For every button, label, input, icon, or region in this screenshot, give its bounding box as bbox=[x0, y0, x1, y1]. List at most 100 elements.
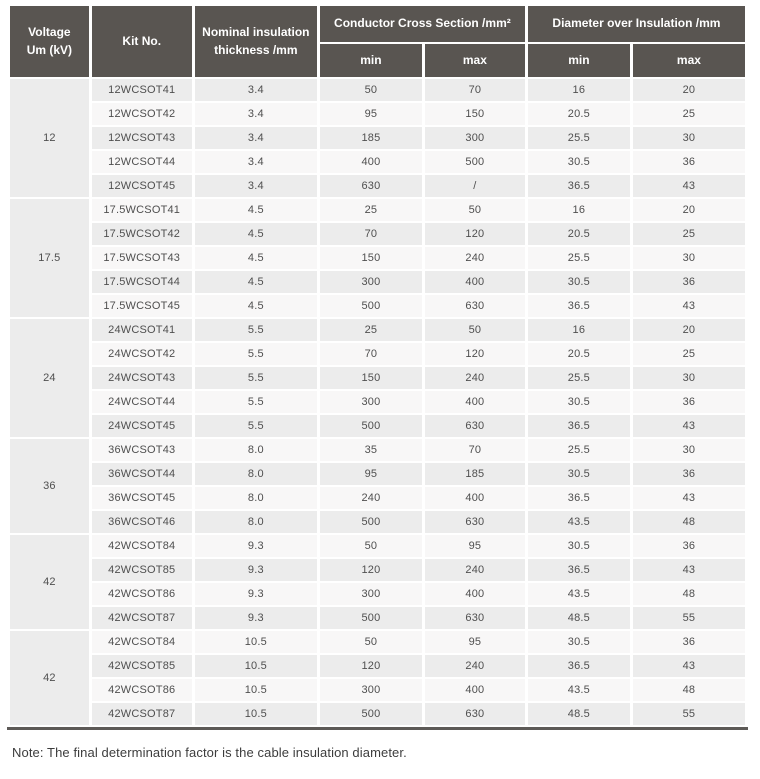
table-row: 24 24WCSOT41 5.5 25 50 16 20 bbox=[10, 319, 745, 437]
dia-min-cell: 20.5 bbox=[527, 343, 630, 365]
ccs-max-cell: 95 bbox=[424, 535, 525, 557]
table-row: 12 12WCSOT41 3.4 50 70 16 20 bbox=[10, 79, 745, 197]
table-header: Voltage Um (kV) Kit No. Nominal insulati… bbox=[10, 6, 745, 77]
kit-no-cell: 36WCSOT45 bbox=[91, 487, 192, 509]
ccs-max-cell: 400 bbox=[424, 391, 525, 413]
kit-no-cell: 42WCSOT84 bbox=[91, 631, 192, 653]
kit-no-cell: 12WCSOT44 bbox=[91, 151, 192, 173]
dia-max-cell: 43 bbox=[632, 559, 745, 581]
kit-no-cell: 12WCSOT42 bbox=[91, 103, 192, 125]
thickness-cell: 10.5 bbox=[194, 631, 317, 653]
table-row: 12WCSOT43 3.4 185 300 25.5 30 bbox=[10, 127, 745, 149]
ccs-max-cell: 630 bbox=[424, 415, 525, 437]
dia-min-cell: 25.5 bbox=[527, 127, 630, 149]
thickness-cell: 4.5 bbox=[194, 271, 317, 293]
table-row: 24WCSOT44 5.5 300 400 30.5 36 bbox=[10, 391, 745, 413]
voltage-group-cell: 36 bbox=[10, 439, 89, 533]
ccs-max-cell: 50 bbox=[424, 199, 525, 221]
dia-min-cell: 43.5 bbox=[527, 583, 630, 605]
table-row: 12WCSOT44 3.4 400 500 30.5 36 bbox=[10, 151, 745, 173]
ccs-min-cell: 185 bbox=[319, 127, 422, 149]
thickness-cell: 8.0 bbox=[194, 511, 317, 533]
ccs-max-cell: 50 bbox=[424, 319, 525, 341]
ccs-max-cell: 630 bbox=[424, 703, 525, 725]
voltage-group-cell: 24 bbox=[10, 319, 89, 437]
table-row: 12WCSOT42 3.4 95 150 20.5 25 bbox=[10, 103, 745, 125]
table-row: 17.5WCSOT43 4.5 150 240 25.5 30 bbox=[10, 247, 745, 269]
ccs-min-cell: 150 bbox=[319, 367, 422, 389]
header-nominal-thickness: Nominal insulation thickness /mm bbox=[194, 6, 317, 77]
dia-max-cell: 36 bbox=[632, 391, 745, 413]
ccs-min-cell: 500 bbox=[319, 295, 422, 317]
dia-max-cell: 25 bbox=[632, 343, 745, 365]
ccs-max-cell: 70 bbox=[424, 439, 525, 461]
dia-min-cell: 25.5 bbox=[527, 247, 630, 269]
table-row: 17.5WCSOT45 4.5 500 630 36.5 43 bbox=[10, 295, 745, 317]
ccs-min-cell: 50 bbox=[319, 631, 422, 653]
header-kit-no: Kit No. bbox=[91, 6, 192, 77]
kit-no-cell: 17.5WCSOT42 bbox=[91, 223, 192, 245]
thickness-cell: 3.4 bbox=[194, 127, 317, 149]
thickness-cell: 3.4 bbox=[194, 79, 317, 101]
dia-max-cell: 36 bbox=[632, 535, 745, 557]
ccs-min-cell: 300 bbox=[319, 391, 422, 413]
ccs-min-cell: 35 bbox=[319, 439, 422, 461]
ccs-max-cell: 120 bbox=[424, 223, 525, 245]
thickness-cell: 9.3 bbox=[194, 583, 317, 605]
header-ccs-min: min bbox=[319, 44, 422, 77]
ccs-max-cell: 630 bbox=[424, 511, 525, 533]
kit-no-cell: 42WCSOT85 bbox=[91, 655, 192, 677]
dia-max-cell: 36 bbox=[632, 463, 745, 485]
thickness-cell: 3.4 bbox=[194, 151, 317, 173]
ccs-min-cell: 95 bbox=[319, 103, 422, 125]
thickness-cell: 8.0 bbox=[194, 439, 317, 461]
thickness-cell: 5.5 bbox=[194, 343, 317, 365]
thickness-cell: 9.3 bbox=[194, 535, 317, 557]
thickness-cell: 9.3 bbox=[194, 607, 317, 629]
dia-max-cell: 55 bbox=[632, 607, 745, 629]
table-row: 17.5WCSOT42 4.5 70 120 20.5 25 bbox=[10, 223, 745, 245]
ccs-max-cell: 630 bbox=[424, 295, 525, 317]
dia-min-cell: 36.5 bbox=[527, 295, 630, 317]
dia-min-cell: 43.5 bbox=[527, 511, 630, 533]
dia-max-cell: 43 bbox=[632, 295, 745, 317]
thickness-cell: 8.0 bbox=[194, 487, 317, 509]
thickness-cell: 8.0 bbox=[194, 463, 317, 485]
ccs-min-cell: 300 bbox=[319, 271, 422, 293]
header-diameter-over-insulation: Diameter over Insulation /mm bbox=[527, 6, 745, 42]
voltage-group-cell: 12 bbox=[10, 79, 89, 197]
ccs-min-cell: 25 bbox=[319, 199, 422, 221]
kit-no-cell: 24WCSOT43 bbox=[91, 367, 192, 389]
kit-no-cell: 24WCSOT42 bbox=[91, 343, 192, 365]
header-conductor-cross-section: Conductor Cross Section /mm² bbox=[319, 6, 525, 42]
table-row: 42WCSOT86 10.5 300 400 43.5 48 bbox=[10, 679, 745, 701]
ccs-min-cell: 300 bbox=[319, 583, 422, 605]
table-row: 42WCSOT85 9.3 120 240 36.5 43 bbox=[10, 559, 745, 581]
table-row: 17.5 17.5WCSOT41 4.5 25 50 16 20 bbox=[10, 199, 745, 317]
table-row: 12WCSOT45 3.4 630/36.5 43 bbox=[10, 175, 745, 197]
dia-max-cell: 55 bbox=[632, 703, 745, 725]
thickness-cell: 5.5 bbox=[194, 415, 317, 437]
kit-no-cell: 36WCSOT43 bbox=[91, 439, 192, 461]
kit-no-cell: 24WCSOT44 bbox=[91, 391, 192, 413]
thickness-cell: 5.5 bbox=[194, 391, 317, 413]
dia-min-cell: 48.5 bbox=[527, 607, 630, 629]
ccs-max-cell: 240 bbox=[424, 247, 525, 269]
ccs-max-cell: 400 bbox=[424, 679, 525, 701]
dia-max-cell: 20 bbox=[632, 79, 745, 101]
dia-max-cell: 30 bbox=[632, 367, 745, 389]
ccs-min-cell: 120 bbox=[319, 655, 422, 677]
thickness-cell: 10.5 bbox=[194, 703, 317, 725]
dia-min-cell: 36.5 bbox=[527, 415, 630, 437]
header-dia-min: min bbox=[527, 44, 630, 77]
thickness-cell: 4.5 bbox=[194, 247, 317, 269]
dia-max-cell: 30 bbox=[632, 247, 745, 269]
dia-min-cell: 20.5 bbox=[527, 223, 630, 245]
kit-no-cell: 12WCSOT41 bbox=[91, 79, 192, 101]
kit-no-cell: 36WCSOT44 bbox=[91, 463, 192, 485]
thickness-cell: 10.5 bbox=[194, 679, 317, 701]
dia-min-cell: 36.5 bbox=[527, 175, 630, 197]
table-row: 36WCSOT44 8.0 95 185 30.5 36 bbox=[10, 463, 745, 485]
dia-min-cell: 16 bbox=[527, 319, 630, 341]
ccs-min-cell: 120 bbox=[319, 559, 422, 581]
